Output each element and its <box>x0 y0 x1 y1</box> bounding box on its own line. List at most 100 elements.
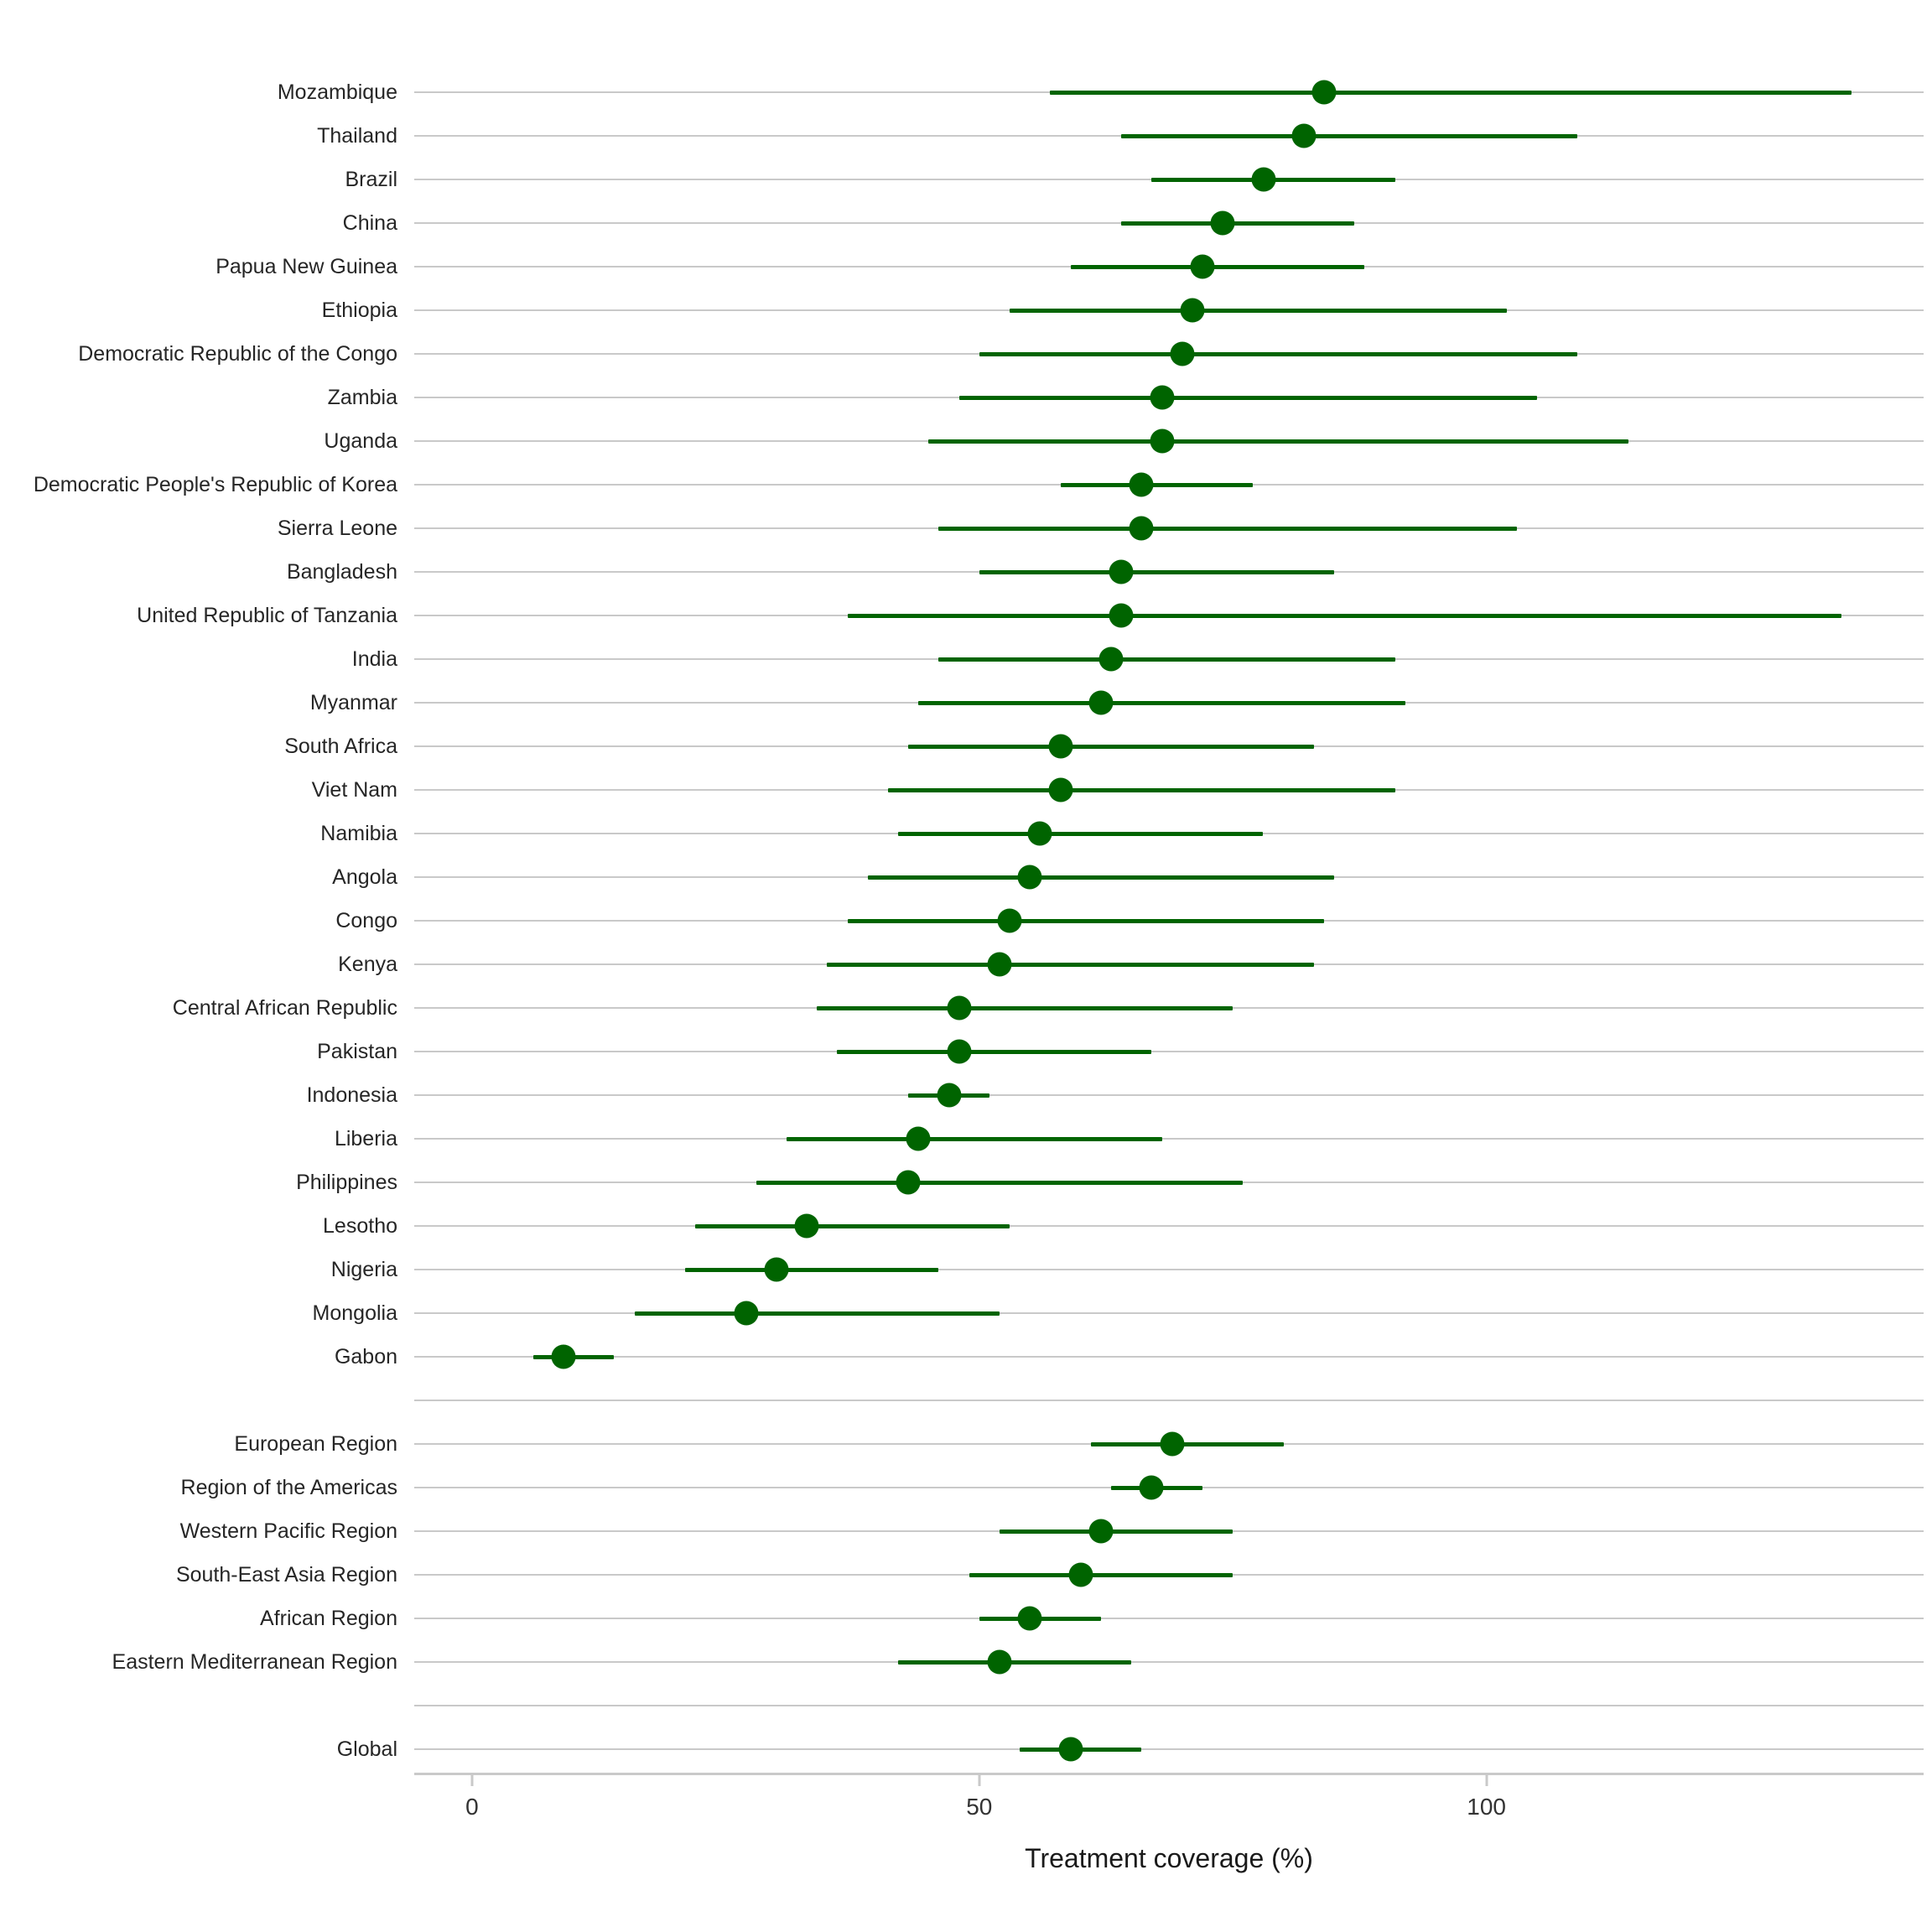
chart-row: United Republic of Tanzania <box>137 594 1924 637</box>
confidence-interval <box>898 1659 1132 1665</box>
confidence-interval <box>979 569 1335 574</box>
row-label: Democratic Republic of the Congo <box>78 342 397 366</box>
chart-row: Congo <box>335 899 1924 943</box>
chart-row: Global <box>337 1727 1924 1771</box>
row-label: Zambia <box>327 386 397 409</box>
chart-row: Mozambique <box>278 70 1924 114</box>
row-label: Global <box>336 1737 397 1761</box>
point-estimate <box>1068 1562 1093 1587</box>
chart-row: Liberia <box>335 1117 1924 1161</box>
row-label: Philippines <box>296 1171 397 1194</box>
confidence-interval <box>1050 90 1852 95</box>
point-estimate <box>551 1344 576 1369</box>
confidence-interval <box>938 526 1517 531</box>
point-estimate <box>1109 603 1134 628</box>
gridline <box>414 1661 1924 1663</box>
chart-row: Kenya <box>338 943 1924 986</box>
gridline <box>414 1618 1924 1619</box>
confidence-interval <box>1010 308 1507 313</box>
row-label: United Republic of Tanzania <box>137 604 397 627</box>
chart-row: Zambia <box>328 376 1924 419</box>
point-estimate <box>1180 298 1205 323</box>
x-axis-line <box>414 1773 1924 1775</box>
confidence-interval <box>928 439 1628 444</box>
point-estimate <box>1291 123 1317 148</box>
point-estimate <box>794 1213 819 1239</box>
row-label: African Region <box>260 1607 397 1630</box>
point-estimate <box>1129 472 1154 497</box>
row-label: Western Pacific Region <box>179 1519 397 1543</box>
confidence-interval <box>786 1136 1162 1141</box>
row-label: Sierra Leone <box>277 517 397 540</box>
chart-row: Pakistan <box>317 1030 1924 1073</box>
point-estimate <box>937 1083 961 1108</box>
confidence-interval <box>898 831 1264 836</box>
chart-row: Uganda <box>324 419 1924 463</box>
gridline <box>414 1138 1924 1140</box>
point-estimate <box>1017 1606 1042 1631</box>
row-label: Angola <box>332 865 397 889</box>
row-label: Uganda <box>324 429 397 453</box>
row-label: Kenya <box>338 953 397 976</box>
row-label: European Region <box>234 1432 397 1456</box>
row-label: China <box>342 211 397 235</box>
point-estimate <box>1027 821 1052 846</box>
point-estimate <box>1150 428 1175 454</box>
gridline <box>414 1312 1924 1314</box>
chart-row: Viet Nam <box>312 768 1924 812</box>
confidence-interval <box>969 1572 1233 1577</box>
confidence-interval <box>908 744 1314 749</box>
x-axis-tick <box>978 1775 981 1786</box>
point-estimate <box>1048 777 1073 802</box>
confidence-interval <box>867 875 1335 880</box>
row-label: Congo <box>335 909 397 932</box>
row-label: Liberia <box>334 1127 397 1150</box>
point-estimate <box>1058 1737 1083 1762</box>
chart-row: Myanmar <box>310 681 1924 724</box>
row-label: Lesotho <box>323 1214 397 1238</box>
spacer-row <box>414 1684 1924 1727</box>
chart-row: Ethiopia <box>322 288 1924 332</box>
confidence-interval <box>999 1529 1233 1534</box>
confidence-interval <box>887 787 1395 792</box>
point-estimate <box>987 952 1012 977</box>
row-label: Brazil <box>345 168 397 191</box>
row-label: Myanmar <box>309 691 397 714</box>
point-estimate <box>947 1039 972 1064</box>
point-estimate <box>1210 210 1235 236</box>
chart-row: African Region <box>260 1597 1924 1640</box>
chart-row: India <box>352 637 1924 681</box>
x-axis-tick <box>1485 1775 1488 1786</box>
confidence-interval <box>827 962 1314 967</box>
chart-row: European Region <box>234 1422 1924 1466</box>
row-label: Eastern Mediterranean Region <box>112 1650 397 1674</box>
chart-row: Philippines <box>296 1161 1924 1204</box>
confidence-interval <box>958 395 1538 400</box>
point-estimate <box>734 1301 759 1326</box>
point-estimate <box>1088 690 1114 715</box>
chart-row: Gabon <box>335 1335 1924 1379</box>
gridline <box>414 1748 1924 1750</box>
row-label: Nigeria <box>330 1258 397 1281</box>
point-estimate <box>1098 647 1124 672</box>
point-estimate <box>1139 1475 1164 1500</box>
chart-row: Region of the Americas <box>181 1466 1924 1509</box>
x-tick-label: 0 <box>465 1794 479 1820</box>
point-estimate <box>896 1170 921 1195</box>
confidence-interval <box>979 351 1578 356</box>
x-tick-label: 50 <box>966 1794 993 1820</box>
confidence-interval <box>695 1223 1010 1228</box>
gridline <box>414 1225 1924 1227</box>
confidence-interval <box>847 918 1325 923</box>
row-label: Gabon <box>334 1345 397 1368</box>
row-label: South-East Asia Region <box>175 1563 397 1587</box>
chart-row: Namibia <box>320 812 1924 855</box>
point-estimate <box>1311 80 1337 105</box>
row-label: Viet Nam <box>311 778 397 802</box>
confidence-interval <box>837 1049 1152 1054</box>
chart-row: Lesotho <box>323 1204 1924 1248</box>
point-estimate <box>1109 559 1134 584</box>
chart-row: South Africa <box>284 724 1924 768</box>
row-label: Mozambique <box>277 80 397 104</box>
